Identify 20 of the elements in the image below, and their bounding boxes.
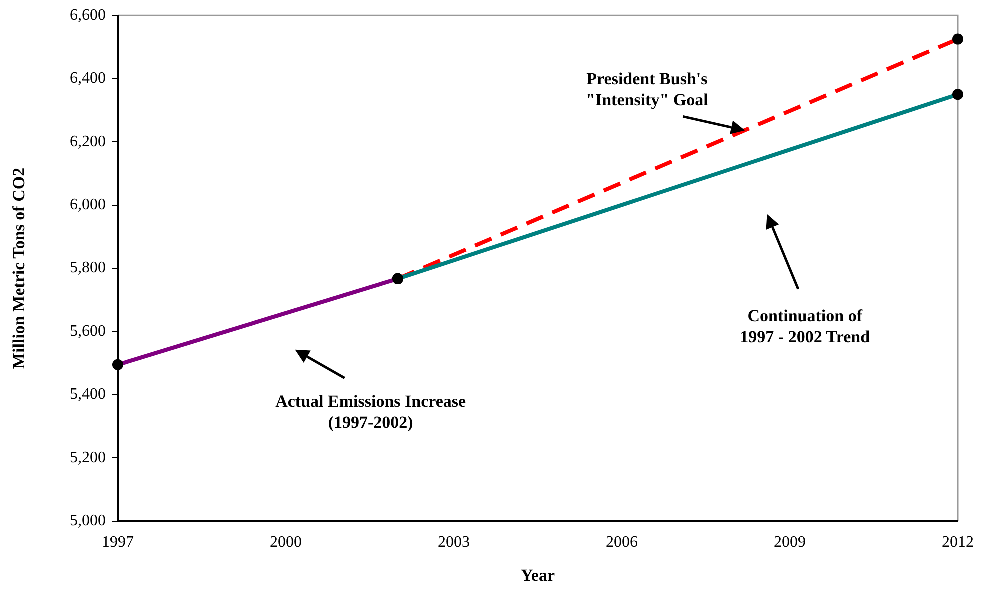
y-tick-label: 6,600	[70, 6, 106, 24]
x-tick-label: 2006	[606, 534, 638, 552]
y-tick-label: 6,400	[70, 70, 106, 88]
annotation: Continuation of 1997 - 2002 Trend	[740, 306, 871, 347]
y-tick-label: 6,200	[70, 133, 106, 150]
y-axis-title: Million Metric Tons of CO2	[10, 168, 29, 370]
x-tick-label: 2000	[270, 534, 302, 552]
y-tick-label: 6,000	[70, 196, 106, 214]
x-tick-label: 2012	[942, 534, 974, 552]
annotation: Actual Emissions Increase (1997-2002)	[276, 392, 467, 432]
x-tick-label: 1997	[102, 534, 134, 552]
y-tick-label: 5,600	[70, 322, 106, 340]
y-tick-label: 5,400	[70, 386, 106, 404]
x-tick-label: 2009	[774, 534, 806, 552]
annotation: President Bush's "Intensity" Goal	[586, 70, 709, 110]
x-tick-label: 2003	[438, 534, 470, 552]
y-tick-label: 5,200	[70, 449, 106, 466]
y-tick-label: 5,800	[70, 260, 106, 277]
x-axis-title: Year	[521, 566, 556, 586]
y-tick-label: 5,000	[70, 512, 106, 530]
